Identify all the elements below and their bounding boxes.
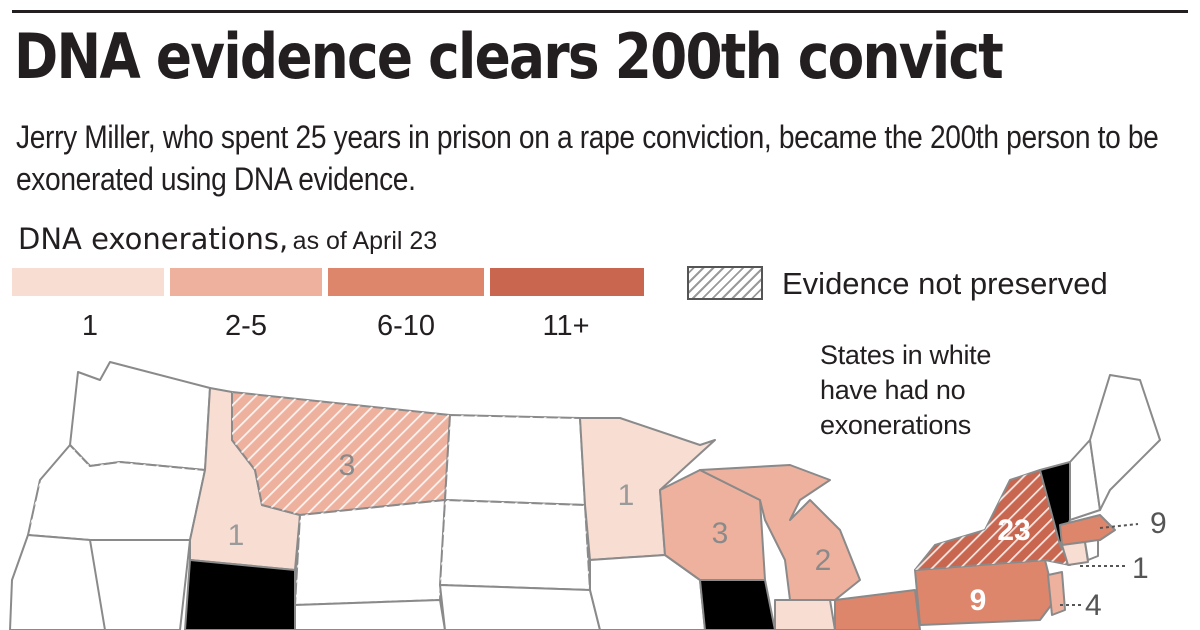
legend-label-1: 1	[81, 310, 99, 342]
hatch-overlay-south-dakota	[440, 500, 590, 590]
hatch-legend-box	[687, 266, 763, 300]
leader-massachusetts	[1099, 523, 1139, 529]
legend-swatch-1	[12, 268, 164, 296]
hatch-overlay-montana	[232, 392, 450, 515]
state-connecticut	[1061, 541, 1089, 566]
state-illinois	[699, 579, 776, 630]
state-colorado	[294, 599, 446, 630]
state-indiana	[774, 599, 836, 630]
state-maine	[1089, 374, 1161, 511]
hatch-legend-label: Evidence not preserved	[782, 266, 1108, 301]
legend-title: DNA exonerations, as of April 23	[18, 222, 437, 256]
state-ohio	[834, 589, 921, 630]
no-exoneration-note: States in white have had no exonerations	[820, 340, 992, 440]
top-rule	[12, 10, 1188, 13]
legend-title-sub: as of April 23	[292, 227, 438, 255]
hatch-overlay-wyoming	[295, 500, 445, 605]
hatch-overlay-new-york	[915, 470, 1070, 570]
state-utah	[184, 559, 296, 630]
state-nebraska	[439, 584, 601, 630]
subhead: Jerry Miller, who spent 25 years in pris…	[16, 119, 1159, 197]
count-label-minnesota: 1	[618, 479, 635, 512]
count-label-wisconsin: 3	[712, 517, 729, 550]
state-michigan	[699, 464, 861, 601]
state-nevada	[89, 539, 191, 630]
state-washington	[69, 361, 211, 471]
count-label-michigan: 2	[815, 544, 832, 577]
count-label-pennsylvania: 9	[970, 584, 987, 617]
count-label-idaho: 1	[228, 519, 245, 552]
state-new-jersey	[1047, 571, 1066, 616]
count-label-new-jersey: 4	[1085, 589, 1102, 622]
count-label-new-york: 23	[997, 514, 1030, 547]
legend-swatch-2-5	[170, 268, 322, 296]
headline: DNA evidence clears 200th convict	[14, 20, 1004, 93]
hatch-overlay-north-dakota	[445, 415, 585, 505]
legend-swatch-6-10	[328, 268, 484, 296]
hatch-overlay-oregon	[28, 445, 205, 540]
legend-title-main: DNA exonerations,	[18, 222, 289, 256]
count-label-connecticut: 1	[1132, 552, 1149, 585]
count-label-massachusetts: 9	[1150, 507, 1167, 540]
legend-swatch-11-plus	[490, 268, 644, 296]
count-label-montana: 3	[339, 449, 356, 482]
legend-label-6-10: 6-10	[376, 310, 436, 342]
legend-label-11-plus: 11+	[542, 310, 590, 342]
state-massachusetts	[1059, 514, 1116, 546]
legend-label-2-5: 2-5	[225, 310, 267, 342]
state-rhode-island	[1084, 539, 1099, 561]
